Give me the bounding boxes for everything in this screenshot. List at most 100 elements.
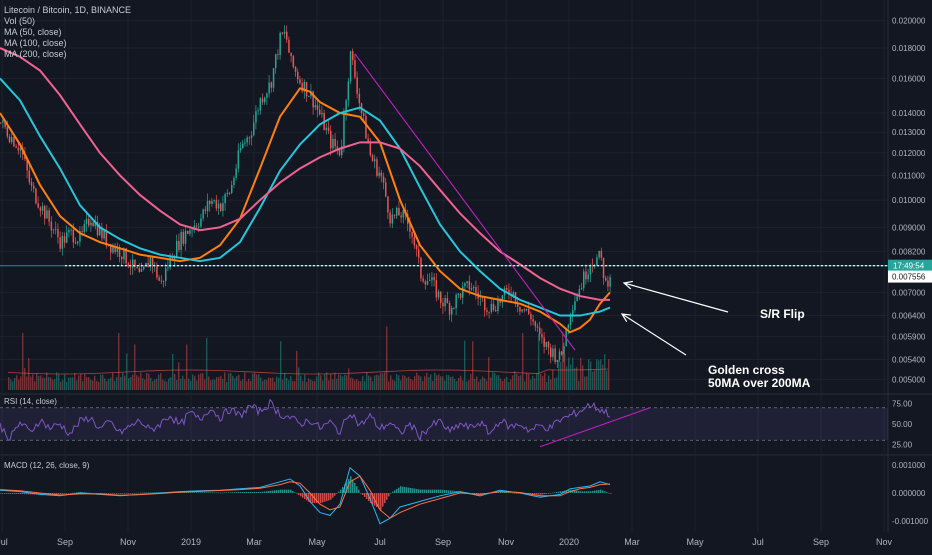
volume-bar — [226, 381, 228, 390]
volume-bar — [116, 377, 118, 390]
candle-body — [444, 298, 446, 307]
price-tick-label: 0.010000 — [892, 196, 926, 205]
volume-bar — [46, 372, 48, 390]
macd-histogram-bar — [190, 492, 192, 493]
volume-bar — [518, 375, 520, 390]
macd-histogram-bar — [54, 493, 56, 495]
volume-bar — [26, 376, 28, 390]
volume-bar — [376, 374, 378, 390]
volume-bar — [580, 357, 582, 390]
candle-body — [237, 150, 240, 169]
price-axis[interactable]: 0.020000 0.018000 0.016000 0.014000 0.013000… — [888, 17, 932, 526]
macd-histogram-bar — [548, 493, 550, 494]
time-tick-label: 2020 — [559, 537, 579, 547]
volume-bar — [364, 381, 366, 390]
legend-ma100[interactable]: MA (100, close) — [4, 38, 67, 48]
candle-body — [2, 120, 4, 123]
candle-body — [545, 342, 548, 347]
candle-body — [583, 271, 585, 289]
volume-bar — [136, 375, 138, 390]
volume-bar — [224, 372, 226, 390]
macd-histogram-bar — [242, 491, 244, 493]
volume-bar — [70, 377, 72, 390]
candle-body — [292, 55, 295, 68]
volume-bar — [20, 376, 22, 390]
macd-histogram-bar — [346, 481, 348, 493]
macd-histogram-bar — [312, 493, 314, 504]
macd-histogram-bar — [136, 492, 138, 494]
macd-histogram-bar — [264, 491, 266, 493]
macd-histogram-bar — [108, 493, 110, 494]
candle-body — [367, 138, 369, 144]
volume-bar — [174, 373, 176, 390]
time-tick-label: May — [308, 537, 326, 547]
macd-histogram-bar — [434, 489, 436, 493]
volume-bar — [520, 375, 522, 390]
candle-body — [332, 138, 334, 149]
candle-body — [506, 288, 508, 290]
price-tick-label: 0.014000 — [892, 109, 926, 118]
volume-bar — [10, 379, 12, 390]
candle-body — [255, 111, 257, 123]
volume-bar — [156, 378, 158, 390]
legend-ma200[interactable]: MA (200, close) — [4, 49, 67, 59]
macd-histogram-bar — [42, 493, 44, 495]
legend-ma50[interactable]: MA (50, close) — [4, 27, 62, 37]
candle-body — [587, 274, 589, 280]
volume-bar — [500, 378, 502, 390]
rsi-tick-label: 50.00 — [892, 420, 913, 429]
candle-body — [539, 327, 541, 335]
volume-bar — [562, 331, 564, 390]
macd-histogram-bar — [288, 489, 290, 493]
volume-bar — [232, 375, 234, 390]
macd-tick-label: -0.001000 — [892, 517, 929, 526]
candle-body — [453, 307, 455, 309]
macd-histogram-bar — [578, 490, 580, 493]
sr-flip-arrow-head — [622, 280, 633, 290]
volume-bar — [266, 379, 268, 390]
volume-bar — [264, 379, 266, 390]
candle-body — [385, 182, 387, 197]
time-tick-label: Mar — [246, 537, 262, 547]
candle-body — [508, 289, 510, 295]
candle-body — [112, 246, 114, 253]
price-tick-label: 0.005000 — [892, 375, 926, 384]
symbol-title[interactable]: Litecoin / Bitcoin, 1D, BINANCE — [4, 5, 132, 15]
volume-bar — [18, 379, 20, 390]
volume-bar — [50, 377, 52, 390]
volume-bar — [304, 374, 306, 390]
volume-bar — [98, 381, 100, 390]
volume-bar — [216, 377, 218, 390]
macd-histogram-bar — [388, 493, 390, 497]
candle-body — [248, 137, 251, 139]
macd-histogram-bar — [542, 493, 544, 495]
candle-body — [151, 257, 154, 267]
macd-histogram-bar — [294, 492, 296, 493]
volume-bar — [606, 370, 608, 390]
macd-histogram-bar — [598, 489, 600, 493]
macd-histogram-bar — [40, 493, 42, 495]
candle-body — [17, 147, 20, 151]
volume-bar — [424, 376, 426, 390]
candle-body — [547, 342, 550, 348]
volume-bar — [370, 376, 372, 390]
candle-body — [501, 295, 504, 303]
candle-body — [277, 54, 279, 55]
macd-histogram-bar — [212, 492, 214, 494]
volume-bar — [90, 379, 92, 390]
time-axis[interactable]: Jul Sep Nov 2019 Mar May Jul Sep Nov 2020 Mar May Ju… — [0, 537, 892, 547]
volume-bar — [410, 379, 412, 390]
drawings[interactable] — [0, 53, 888, 351]
candle-body — [598, 250, 600, 258]
macd-histogram-bar — [132, 493, 134, 494]
volume-bar — [574, 368, 576, 390]
volume-bar — [120, 377, 122, 390]
legend-vol[interactable]: Vol (50) — [4, 16, 36, 26]
macd-histogram-bar — [446, 490, 448, 493]
volume-bar — [544, 372, 546, 390]
candle-body — [90, 222, 92, 226]
macd-histogram-bar — [590, 491, 592, 493]
macd-histogram-bar — [478, 493, 480, 495]
